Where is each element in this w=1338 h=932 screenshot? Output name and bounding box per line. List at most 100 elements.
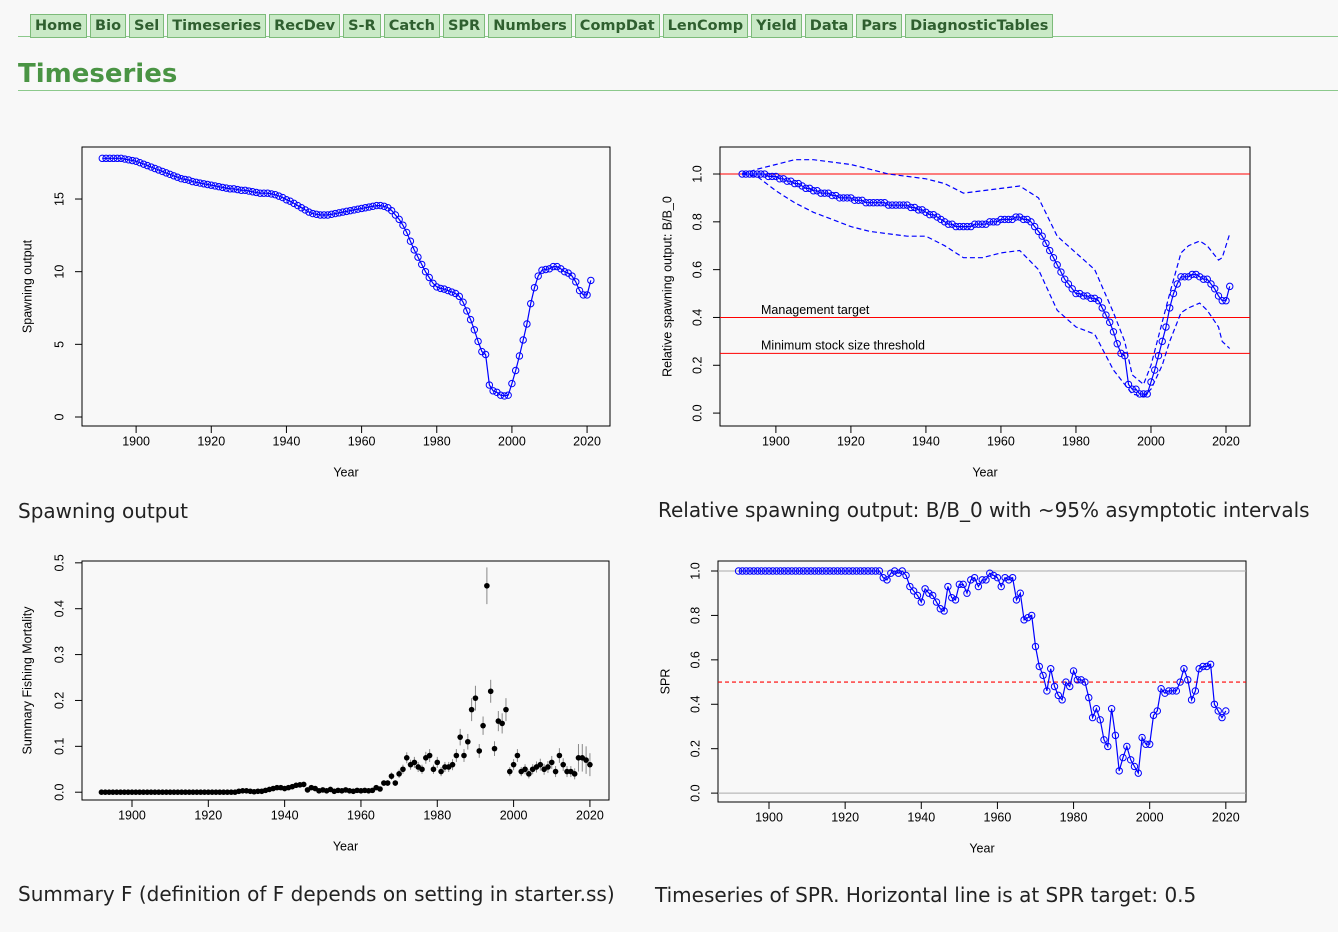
series-point [1092, 705, 1101, 713]
plot-caption: Spawning output [18, 499, 188, 523]
series-point [898, 567, 906, 575]
series-point [1085, 693, 1093, 702]
series-point [476, 748, 483, 754]
series-point [1199, 662, 1207, 671]
series-point [1076, 289, 1084, 298]
series-point [324, 211, 332, 219]
series-point [1024, 613, 1032, 622]
nav-tab[interactable]: Home [30, 14, 88, 38]
series-point [768, 172, 776, 181]
series-point [1184, 676, 1192, 684]
y-tick-label: 0.2 [688, 740, 702, 757]
series-point [1168, 687, 1177, 695]
x-axis-title: Year [333, 465, 358, 479]
series-point [860, 567, 868, 575]
series-point [850, 196, 859, 205]
y-tick-label: 0.1 [52, 738, 66, 755]
series-point [233, 185, 242, 194]
series-point [1176, 678, 1184, 686]
series-point [914, 206, 923, 214]
series-point [572, 278, 580, 286]
series-point [1147, 378, 1155, 386]
nav-tab[interactable]: Data [804, 14, 854, 38]
series-point [1196, 273, 1204, 281]
nav-tab[interactable]: CompDat [574, 14, 660, 38]
nav-tab[interactable]: SPR [442, 14, 486, 38]
series-point [583, 291, 591, 299]
series-point [818, 567, 827, 575]
series-point [910, 203, 919, 212]
series-point [1139, 390, 1148, 398]
series-point [1143, 390, 1151, 398]
series-point [814, 567, 823, 575]
series-point [491, 745, 498, 752]
series-point [207, 181, 215, 189]
series-point [1121, 352, 1129, 360]
series-point [978, 220, 986, 228]
series-point [833, 567, 842, 575]
nav-tab[interactable]: S-R [343, 14, 381, 38]
nav-tab[interactable]: Sel [129, 14, 165, 38]
series-point [830, 567, 838, 575]
x-tick-label: 2000 [1137, 434, 1165, 448]
nav-tab[interactable]: Numbers [488, 14, 572, 38]
nav-tab[interactable]: DiagnosticTables [905, 14, 1054, 38]
series-point [948, 593, 956, 602]
nav-tab[interactable]: Pars [856, 14, 903, 38]
series-point [1083, 292, 1091, 300]
series-point [807, 567, 815, 575]
series-point [1192, 270, 1200, 279]
series-point [1034, 227, 1043, 236]
series-point [837, 567, 846, 575]
series-point [1053, 261, 1061, 269]
series-point [1000, 215, 1009, 224]
series-point [799, 567, 807, 575]
nav-tab[interactable]: LenComp [662, 14, 749, 38]
series-point [974, 582, 983, 591]
y-tick-label: 0.2 [52, 692, 66, 709]
series-point [468, 706, 475, 713]
series-point [1207, 280, 1215, 288]
nav-tab[interactable]: Bio [90, 14, 127, 38]
nav-tab[interactable]: Catch [383, 14, 440, 38]
series-point [1069, 667, 1078, 675]
series-point [147, 163, 155, 171]
series-point [765, 567, 773, 575]
series-point [361, 204, 370, 212]
x-tick-label: 2000 [500, 808, 528, 822]
series-point [1145, 740, 1154, 748]
y-tick-label: 0.4 [52, 600, 66, 617]
series-point [805, 184, 814, 193]
series-point [196, 179, 204, 187]
series-point [909, 587, 918, 595]
series-point [1061, 275, 1069, 283]
series-point [986, 569, 994, 577]
nav-tab[interactable]: Timeseries [167, 14, 267, 38]
series-point [1191, 687, 1200, 695]
series-point [166, 170, 174, 179]
x-tick-label: 1940 [271, 808, 299, 822]
series-point [1077, 676, 1085, 684]
series-point [1042, 239, 1050, 248]
series-point [1117, 349, 1125, 358]
series-point [425, 273, 433, 282]
series-point [929, 591, 937, 600]
series-point [1132, 385, 1140, 393]
series-point [787, 177, 795, 185]
series-point [583, 757, 589, 763]
series-point [203, 180, 212, 189]
series-point [776, 567, 785, 575]
y-axis-title: Summary Fishing Mortality [20, 606, 34, 755]
x-tick-label: 1900 [755, 810, 783, 824]
series-point [1094, 297, 1103, 305]
series-point [1098, 304, 1106, 312]
series-point [1012, 596, 1021, 604]
series-point [826, 567, 834, 575]
nav-tab[interactable]: RecDev [269, 14, 341, 38]
series-point [1214, 292, 1223, 300]
nav-tab[interactable]: Yield [751, 14, 802, 38]
series-point [1100, 736, 1108, 744]
x-tick-label: 1960 [984, 810, 1012, 824]
series-point [1111, 731, 1120, 740]
series-point [742, 170, 750, 178]
